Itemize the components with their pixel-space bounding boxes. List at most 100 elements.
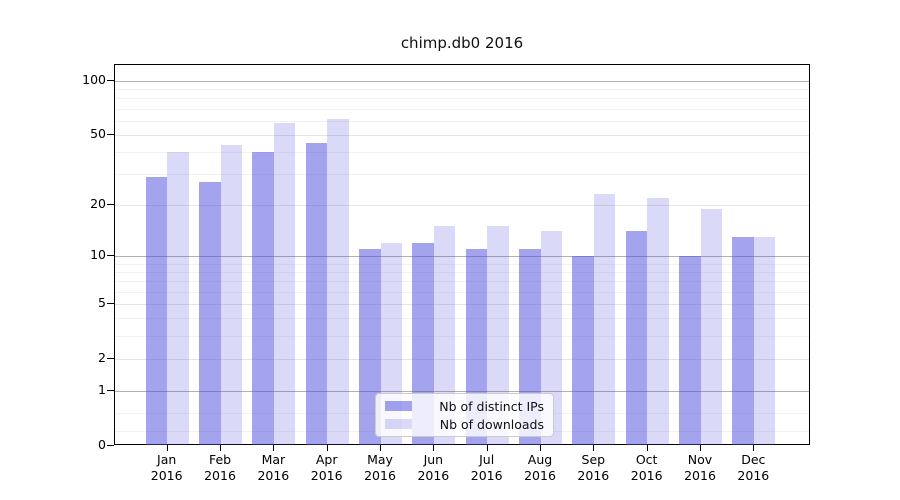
major-gridline [115, 204, 809, 206]
bar-distinct-ips-sep [572, 255, 594, 445]
bar-distinct-ips-apr [305, 142, 328, 445]
x-tick-year: 2016 [310, 468, 343, 483]
minor-gridline [115, 151, 809, 153]
legend-row: Nb of distinct IPs [385, 398, 544, 414]
x-tick-year: 2016 [630, 468, 663, 483]
x-tick-label: Jan 2016 [137, 452, 197, 484]
major-gridline [115, 80, 809, 82]
x-tick-year: 2016 [204, 468, 236, 483]
x-tick [593, 445, 595, 451]
major-gridline [115, 358, 809, 360]
bar-distinct-ips-oct [625, 231, 648, 445]
bar-distinct-ips-dec [732, 236, 754, 445]
bar-downloads-aug [540, 231, 562, 445]
x-tick [273, 445, 275, 451]
y-tick [107, 133, 114, 135]
x-tick-year: 2016 [524, 468, 556, 483]
y-tick-label: 50 [90, 126, 106, 142]
bar-downloads-jul [487, 226, 509, 445]
y-tick [107, 203, 114, 205]
minor-gridline [115, 335, 809, 337]
x-tick-label: May 2016 [350, 452, 410, 484]
legend-label-downloads: Nb of downloads [439, 416, 544, 432]
x-tick-year: 2016 [364, 468, 396, 483]
x-tick [486, 445, 488, 451]
x-tick-label: Apr 2016 [297, 452, 357, 484]
x-tick-label: Jul 2016 [457, 452, 517, 484]
bar-downloads-nov [700, 208, 722, 445]
major-gridline [115, 303, 809, 305]
bar-distinct-ips-mar [252, 151, 274, 445]
x-tick [540, 445, 541, 451]
x-tick [433, 445, 435, 451]
y-tick [107, 357, 114, 359]
legend-swatch-downloads [385, 419, 412, 429]
minor-gridline [115, 120, 809, 122]
minor-gridline [115, 318, 809, 320]
y-tick [107, 79, 114, 81]
bar-downloads-jan [167, 151, 189, 445]
minor-gridline [115, 88, 809, 90]
x-tick-label: Dec 2016 [723, 452, 783, 484]
x-tick-label: Mar 2016 [243, 452, 303, 484]
x-tick-year: 2016 [150, 468, 183, 483]
bar-downloads-oct [647, 197, 669, 445]
x-tick [326, 445, 328, 451]
x-tick-year: 2016 [684, 468, 716, 483]
major-gridline [115, 134, 809, 136]
x-tick-label: Feb 2016 [190, 452, 250, 484]
x-tick [753, 445, 755, 451]
x-tick [380, 445, 382, 451]
y-tick [107, 254, 114, 256]
x-tick-year: 2016 [577, 468, 610, 483]
y-tick [107, 444, 114, 446]
y-tick [107, 302, 114, 304]
x-tick [166, 445, 168, 451]
x-tick-label: Oct 2016 [617, 452, 677, 484]
x-tick-label: Nov 2016 [670, 452, 730, 484]
y-tick-label: 1 [98, 382, 106, 398]
y-tick-label: 10 [90, 247, 106, 263]
x-tick-month: Sep [581, 452, 606, 467]
plot-area [114, 64, 810, 445]
x-tick-month: Jul [479, 452, 495, 467]
legend-swatch-distinct-ips [385, 401, 412, 411]
x-tick [220, 445, 222, 451]
x-tick-month: Jun [423, 452, 444, 467]
x-tick-month: Jan [157, 452, 177, 467]
x-tick-month: Nov [687, 452, 713, 467]
major-gridline [115, 390, 809, 392]
x-tick [646, 445, 648, 451]
bar-downloads-mar [273, 123, 296, 445]
legend-label-distinct-ips: Nb of distinct IPs [439, 398, 544, 414]
x-tick-month: Aug [527, 452, 553, 467]
x-tick-month: Apr [315, 452, 338, 467]
y-tick [107, 389, 114, 391]
minor-gridline [115, 108, 809, 110]
x-tick-month: Mar [261, 452, 286, 467]
bar-distinct-ips-nov [679, 255, 701, 445]
bar-downloads-feb [220, 144, 243, 445]
x-tick-year: 2016 [737, 468, 770, 483]
minor-gridline [115, 271, 809, 273]
bar-distinct-ips-jan [145, 176, 168, 445]
x-tick-year: 2016 [257, 468, 290, 483]
x-tick [700, 445, 701, 451]
minor-gridline [115, 263, 809, 265]
y-tick-label: 0 [98, 437, 106, 452]
x-tick-month: Dec [741, 452, 766, 467]
x-tick-year: 2016 [470, 468, 503, 483]
legend-row: Nb of downloads [385, 416, 544, 432]
minor-gridline [115, 291, 809, 293]
bar-distinct-ips-feb [199, 182, 221, 445]
y-tick-label: 5 [98, 295, 106, 311]
bar-downloads-sep [593, 194, 616, 445]
major-gridline [115, 255, 809, 257]
minor-gridline [115, 98, 809, 100]
x-tick-month: May [367, 452, 393, 467]
bar-downloads-dec [753, 236, 776, 445]
bar-downloads-apr [327, 119, 349, 445]
y-tick-label: 20 [90, 196, 106, 212]
x-tick-month: Feb [208, 452, 232, 467]
